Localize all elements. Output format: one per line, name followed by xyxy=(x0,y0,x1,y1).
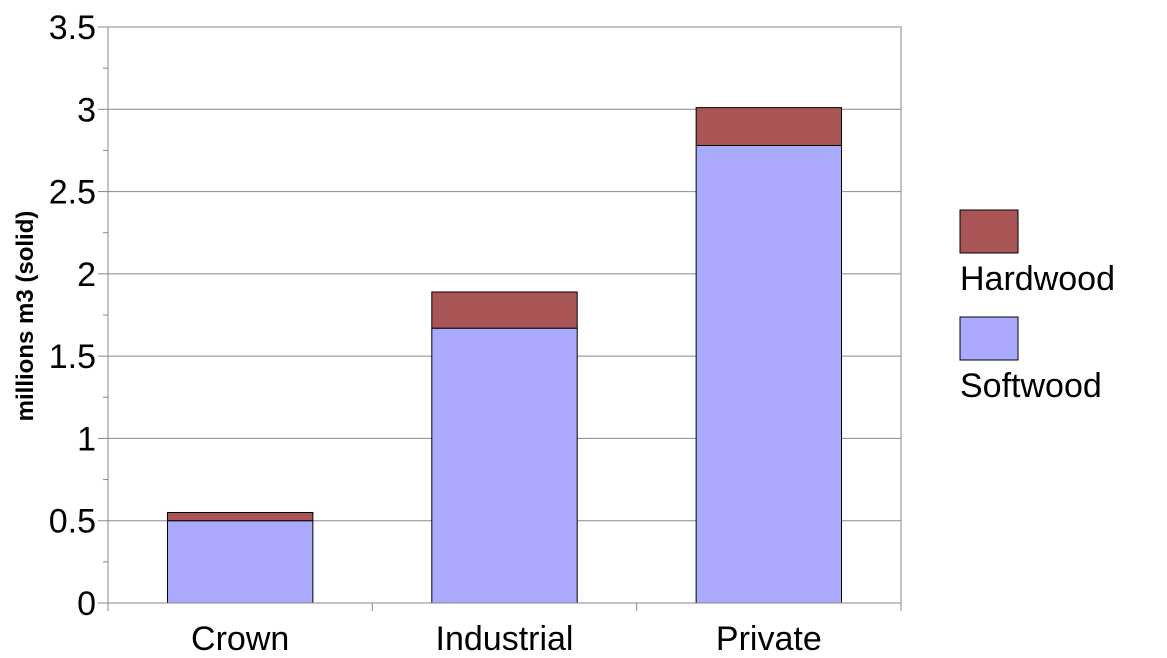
y-tick-label: 3 xyxy=(77,91,96,129)
legend-label-hardwood: Hardwood xyxy=(960,260,1115,298)
x-tick-label: Crown xyxy=(191,620,289,658)
bar-hardwood-crown xyxy=(166,511,314,522)
y-tick-labels: 0 0.5 1 1.5 2 2.5 3 3.5 xyxy=(49,9,96,623)
y-axis-label: millions m3 (solid) xyxy=(12,211,39,422)
y-tick-label: 0 xyxy=(77,585,96,623)
y-tick-label: 1 xyxy=(77,420,96,458)
y-tick-label: 3.5 xyxy=(49,9,96,47)
y-tick-label: 2.5 xyxy=(49,174,96,212)
x-tick-label: Industrial xyxy=(436,620,574,658)
bar-softwood-private xyxy=(695,144,843,604)
y-tick-label: 0.5 xyxy=(49,503,96,541)
axes xyxy=(98,26,902,611)
y-tick-label: 1.5 xyxy=(49,338,96,376)
legend-swatch-hardwood xyxy=(959,209,1019,254)
legend-swatch-softwood xyxy=(959,316,1019,361)
bar-hardwood-industrial xyxy=(431,291,578,329)
x-tick-labels: Crown Industrial Private xyxy=(191,620,822,658)
legend-label-softwood: Softwood xyxy=(960,367,1102,405)
bar-softwood-industrial xyxy=(431,327,578,604)
x-tick-label: Private xyxy=(716,620,822,658)
legend: Hardwood Softwood xyxy=(959,209,1115,405)
y-tick-label: 2 xyxy=(77,256,96,294)
bar-softwood-crown xyxy=(166,520,314,604)
bar-hardwood-private xyxy=(695,107,843,146)
bars xyxy=(166,107,843,604)
